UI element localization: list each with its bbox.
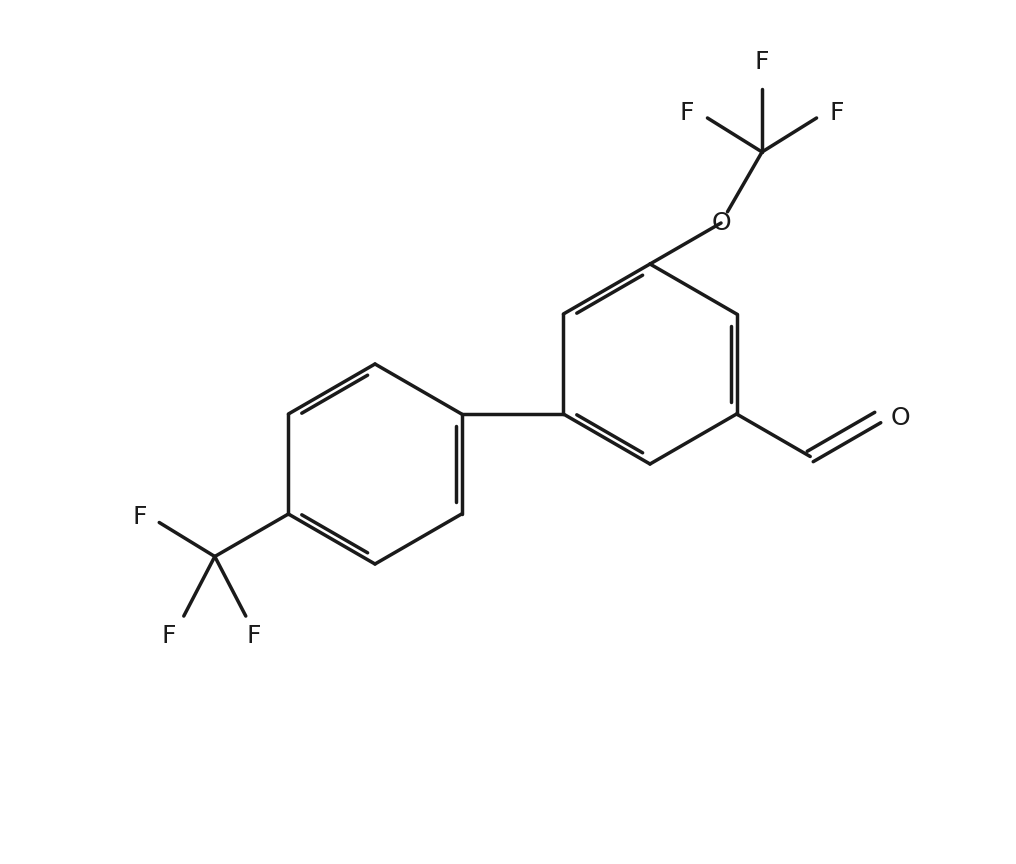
- Text: F: F: [830, 101, 844, 125]
- Text: F: F: [162, 624, 176, 648]
- Text: F: F: [680, 101, 695, 125]
- Text: F: F: [247, 624, 261, 648]
- Text: O: O: [891, 405, 910, 429]
- Text: F: F: [755, 50, 769, 74]
- Text: F: F: [133, 505, 147, 530]
- Text: O: O: [711, 211, 731, 235]
